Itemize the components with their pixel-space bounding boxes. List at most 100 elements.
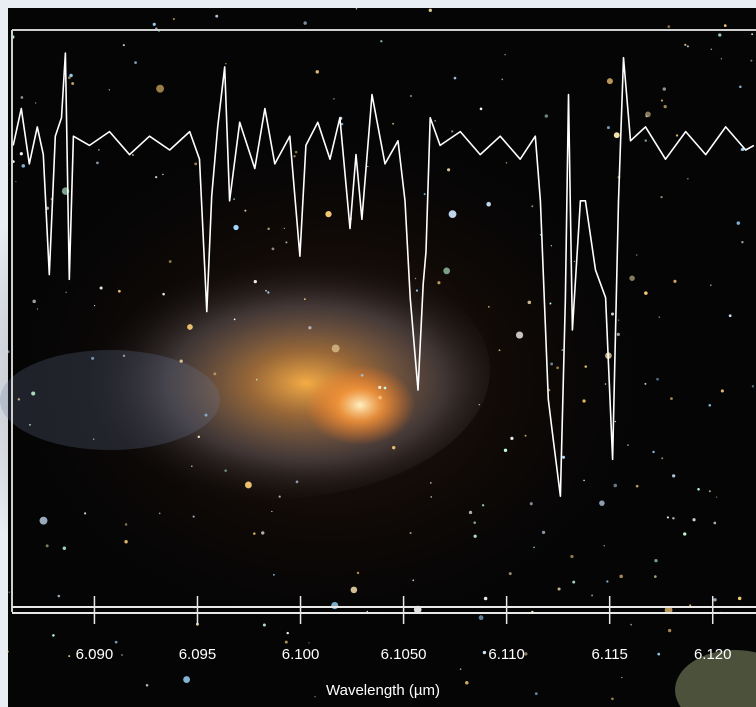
star bbox=[535, 692, 538, 695]
x-tick-label: 6.095 bbox=[179, 646, 217, 663]
star bbox=[561, 349, 563, 351]
star bbox=[367, 166, 368, 167]
star bbox=[658, 316, 660, 318]
star bbox=[69, 74, 72, 77]
star bbox=[378, 386, 381, 389]
star bbox=[661, 100, 663, 102]
star bbox=[710, 284, 712, 286]
star bbox=[614, 484, 617, 487]
star bbox=[29, 424, 31, 426]
star bbox=[65, 292, 66, 293]
screenshot: Wavelength (µm) 6.0906.0956.1006.10506.1… bbox=[0, 0, 756, 707]
star bbox=[656, 378, 659, 381]
star bbox=[245, 482, 252, 489]
star bbox=[392, 446, 395, 449]
star bbox=[627, 444, 629, 446]
star bbox=[737, 221, 740, 224]
star bbox=[709, 490, 711, 492]
star bbox=[284, 228, 285, 229]
star bbox=[739, 85, 742, 88]
star bbox=[415, 278, 416, 279]
star bbox=[430, 482, 432, 484]
star bbox=[654, 559, 657, 562]
star bbox=[484, 597, 488, 601]
star bbox=[63, 547, 66, 550]
star bbox=[604, 545, 605, 546]
star bbox=[125, 523, 127, 525]
star bbox=[173, 18, 175, 20]
star bbox=[32, 300, 35, 303]
star bbox=[570, 555, 573, 558]
star bbox=[15, 181, 16, 182]
star bbox=[542, 531, 545, 534]
star bbox=[449, 210, 457, 218]
star bbox=[357, 572, 359, 574]
star bbox=[261, 531, 264, 534]
star bbox=[40, 517, 48, 525]
star bbox=[664, 105, 667, 108]
star bbox=[644, 291, 648, 295]
star bbox=[84, 512, 86, 514]
star bbox=[556, 366, 559, 369]
star bbox=[454, 77, 457, 80]
star bbox=[155, 176, 157, 178]
star bbox=[198, 436, 200, 438]
star bbox=[713, 598, 716, 601]
star bbox=[7, 651, 9, 653]
star bbox=[169, 260, 172, 263]
star bbox=[499, 349, 501, 351]
star bbox=[661, 457, 663, 459]
star bbox=[271, 511, 272, 512]
star bbox=[356, 8, 357, 9]
star bbox=[582, 399, 585, 402]
star bbox=[123, 44, 125, 46]
star bbox=[606, 580, 608, 582]
star bbox=[676, 134, 678, 136]
star bbox=[234, 318, 236, 320]
star bbox=[308, 326, 311, 329]
star bbox=[304, 298, 306, 300]
star bbox=[93, 438, 94, 439]
star bbox=[562, 456, 565, 459]
star bbox=[205, 414, 208, 417]
star bbox=[109, 89, 110, 90]
star bbox=[410, 532, 412, 534]
star bbox=[460, 668, 462, 670]
star bbox=[57, 595, 60, 598]
star bbox=[504, 54, 505, 55]
star bbox=[121, 654, 122, 655]
star bbox=[115, 641, 118, 644]
star bbox=[412, 579, 414, 581]
star bbox=[670, 397, 673, 400]
x-tick-label: 6.115 bbox=[591, 646, 627, 663]
star bbox=[629, 275, 634, 280]
star bbox=[68, 655, 70, 657]
star bbox=[713, 522, 716, 525]
star bbox=[316, 70, 319, 73]
star bbox=[516, 331, 523, 338]
star bbox=[474, 535, 477, 538]
star bbox=[486, 202, 491, 207]
star bbox=[533, 546, 535, 548]
star bbox=[636, 254, 638, 256]
star bbox=[750, 60, 752, 62]
star bbox=[531, 205, 533, 207]
star bbox=[21, 164, 25, 168]
star bbox=[480, 108, 483, 111]
star bbox=[605, 383, 607, 385]
star bbox=[711, 48, 713, 50]
star bbox=[416, 289, 418, 291]
star bbox=[437, 281, 440, 284]
star bbox=[683, 532, 686, 535]
star bbox=[429, 9, 432, 12]
star bbox=[615, 421, 617, 423]
star bbox=[361, 374, 364, 377]
star bbox=[46, 544, 49, 547]
star bbox=[273, 574, 275, 576]
star bbox=[263, 623, 266, 626]
star bbox=[18, 398, 20, 400]
star bbox=[325, 211, 331, 217]
star bbox=[124, 540, 127, 543]
x-tick-label: 6.1050 bbox=[381, 646, 427, 663]
star bbox=[509, 572, 512, 575]
